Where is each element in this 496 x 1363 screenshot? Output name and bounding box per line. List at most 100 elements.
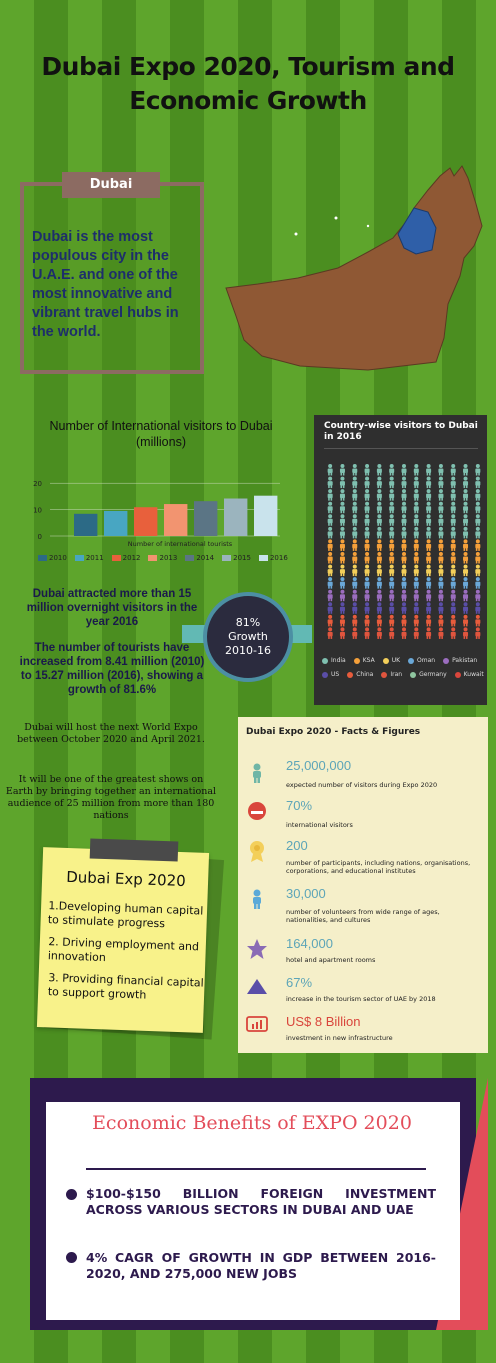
visitor-figure-icon bbox=[376, 602, 382, 614]
triangle-icon bbox=[246, 976, 268, 998]
country-legend-item: US bbox=[322, 671, 339, 678]
visitor-figure-icon bbox=[438, 489, 444, 501]
visitor-figure-icon bbox=[339, 602, 345, 614]
bar-2016 bbox=[254, 495, 278, 536]
visitor-figure-icon bbox=[401, 526, 407, 539]
country-legend-item: UK bbox=[382, 657, 400, 664]
bar-2011 bbox=[104, 510, 128, 536]
visitor-figure-icon bbox=[352, 526, 358, 539]
visitor-figure-icon bbox=[401, 552, 407, 564]
country-legend-item: India bbox=[322, 657, 346, 664]
country-legend-dot bbox=[347, 671, 354, 678]
legend-swatch bbox=[185, 555, 195, 561]
fact-value-5: 164,000 bbox=[286, 936, 333, 951]
country-legend-dot bbox=[382, 657, 389, 664]
visitor-figure-icon bbox=[426, 614, 432, 627]
country-legend-label: Germany bbox=[419, 671, 447, 678]
visitor-figure-icon bbox=[475, 464, 481, 476]
visitor-figure-icon bbox=[339, 614, 345, 627]
visitor-figure-icon bbox=[376, 564, 382, 577]
country-legend-dot bbox=[353, 657, 360, 664]
visitor-figure-icon bbox=[413, 564, 419, 577]
legend-item-2012: 2012 bbox=[111, 554, 141, 562]
country-legend-dot bbox=[322, 657, 328, 664]
visitor-figure-icon bbox=[426, 464, 432, 476]
visitor-figure-icon bbox=[364, 526, 370, 539]
visitor-figure-icon bbox=[364, 614, 370, 627]
visitor-figure-icon bbox=[426, 627, 432, 639]
visitor-figure-icon bbox=[413, 514, 419, 526]
visitor-figure-icon bbox=[463, 602, 469, 614]
visitor-figure-icon bbox=[475, 514, 481, 526]
visitor-figure-icon bbox=[450, 514, 456, 526]
bar-2010 bbox=[74, 513, 98, 536]
visitor-figure-icon bbox=[426, 526, 432, 539]
legend-swatch bbox=[148, 555, 158, 561]
country-legend-dot bbox=[408, 657, 415, 664]
legend-swatch bbox=[258, 555, 268, 561]
country-legend-item: Germany bbox=[410, 671, 447, 678]
uae-map-icon bbox=[225, 165, 483, 371]
legend-item-2011: 2011 bbox=[74, 554, 104, 562]
legend-label: 2014 bbox=[196, 554, 215, 562]
dubai-region bbox=[397, 207, 437, 255]
legend-item-2016: 2016 bbox=[258, 554, 288, 562]
visitor-figure-icon bbox=[389, 489, 395, 501]
bar-2013 bbox=[164, 504, 188, 536]
country-legend-dot bbox=[381, 671, 388, 678]
legend-label: 2012 bbox=[122, 554, 141, 562]
visitor-figure-icon bbox=[475, 577, 481, 589]
growth-label: Growth bbox=[228, 630, 268, 643]
visitor-figure-icon bbox=[463, 526, 469, 539]
visitor-figure-icon bbox=[401, 564, 407, 577]
visitor-figure-icon bbox=[389, 577, 395, 589]
note-item-3: 3. Providing financial capital to suppor… bbox=[47, 971, 204, 1002]
page-title: Dubai Expo 2020, Tourism and Economic Gr… bbox=[41, 52, 455, 115]
visitor-figure-icon bbox=[376, 539, 382, 551]
visitor-figure-icon bbox=[450, 476, 456, 489]
visitor-figure-icon bbox=[376, 589, 382, 602]
visitor-figure-icon bbox=[475, 589, 481, 602]
chart-title: Number of International visitors to Duba… bbox=[49, 419, 273, 449]
fact-desc-1: expected number of visitors during Expo … bbox=[286, 781, 438, 789]
visitor-figure-icon bbox=[389, 539, 395, 551]
visitor-figure-icon bbox=[389, 589, 395, 602]
fact-desc-7: investment in new infrastructure bbox=[286, 1034, 393, 1042]
visitor-figure-icon bbox=[438, 539, 444, 551]
country-legend-label: KSA bbox=[362, 657, 375, 664]
visitor-figure-icon bbox=[426, 564, 432, 577]
dubai-tab-label: Dubai bbox=[62, 172, 160, 198]
fact-value-2: 70% bbox=[286, 798, 313, 813]
visitor-figure-icon bbox=[426, 501, 432, 514]
visitor-figure-icon bbox=[475, 552, 481, 564]
visitor-figure-icon bbox=[401, 476, 407, 489]
visitor-figure-icon bbox=[327, 539, 333, 551]
visitor-figure-icon bbox=[475, 501, 481, 514]
legend-label: 2016 bbox=[269, 554, 288, 562]
visitor-figure-icon bbox=[475, 602, 481, 614]
country-legend-label: US bbox=[331, 671, 340, 678]
visitor-figure-icon bbox=[339, 627, 345, 639]
visitor-figure-icon bbox=[463, 476, 469, 489]
note-clip bbox=[89, 838, 179, 862]
bar-2012 bbox=[134, 507, 158, 536]
visitor-figure-icon bbox=[450, 627, 456, 639]
visitor-figure-icon bbox=[352, 539, 358, 551]
country-title: Country-wise visitors to Dubai in 2016 bbox=[324, 421, 478, 442]
visitor-figure-icon bbox=[450, 602, 456, 614]
country-pictogram bbox=[327, 464, 481, 639]
economic-bullet-2 bbox=[66, 1252, 77, 1263]
visitor-figure-icon bbox=[438, 526, 444, 539]
visitor-figure-icon bbox=[401, 627, 407, 639]
visitor-figure-icon bbox=[463, 614, 469, 627]
legend-swatch bbox=[74, 555, 84, 561]
visitor-figure-icon bbox=[401, 514, 407, 526]
visitor-figure-icon bbox=[327, 602, 333, 614]
visitor-figure-icon bbox=[389, 602, 395, 614]
country-legend-dot bbox=[410, 671, 417, 678]
visitor-figure-icon bbox=[352, 564, 358, 577]
visitor-figure-icon bbox=[389, 552, 395, 564]
visitor-figure-icon bbox=[327, 564, 333, 577]
visitor-figure-icon bbox=[438, 476, 444, 489]
country-legend-label: India bbox=[331, 657, 346, 664]
